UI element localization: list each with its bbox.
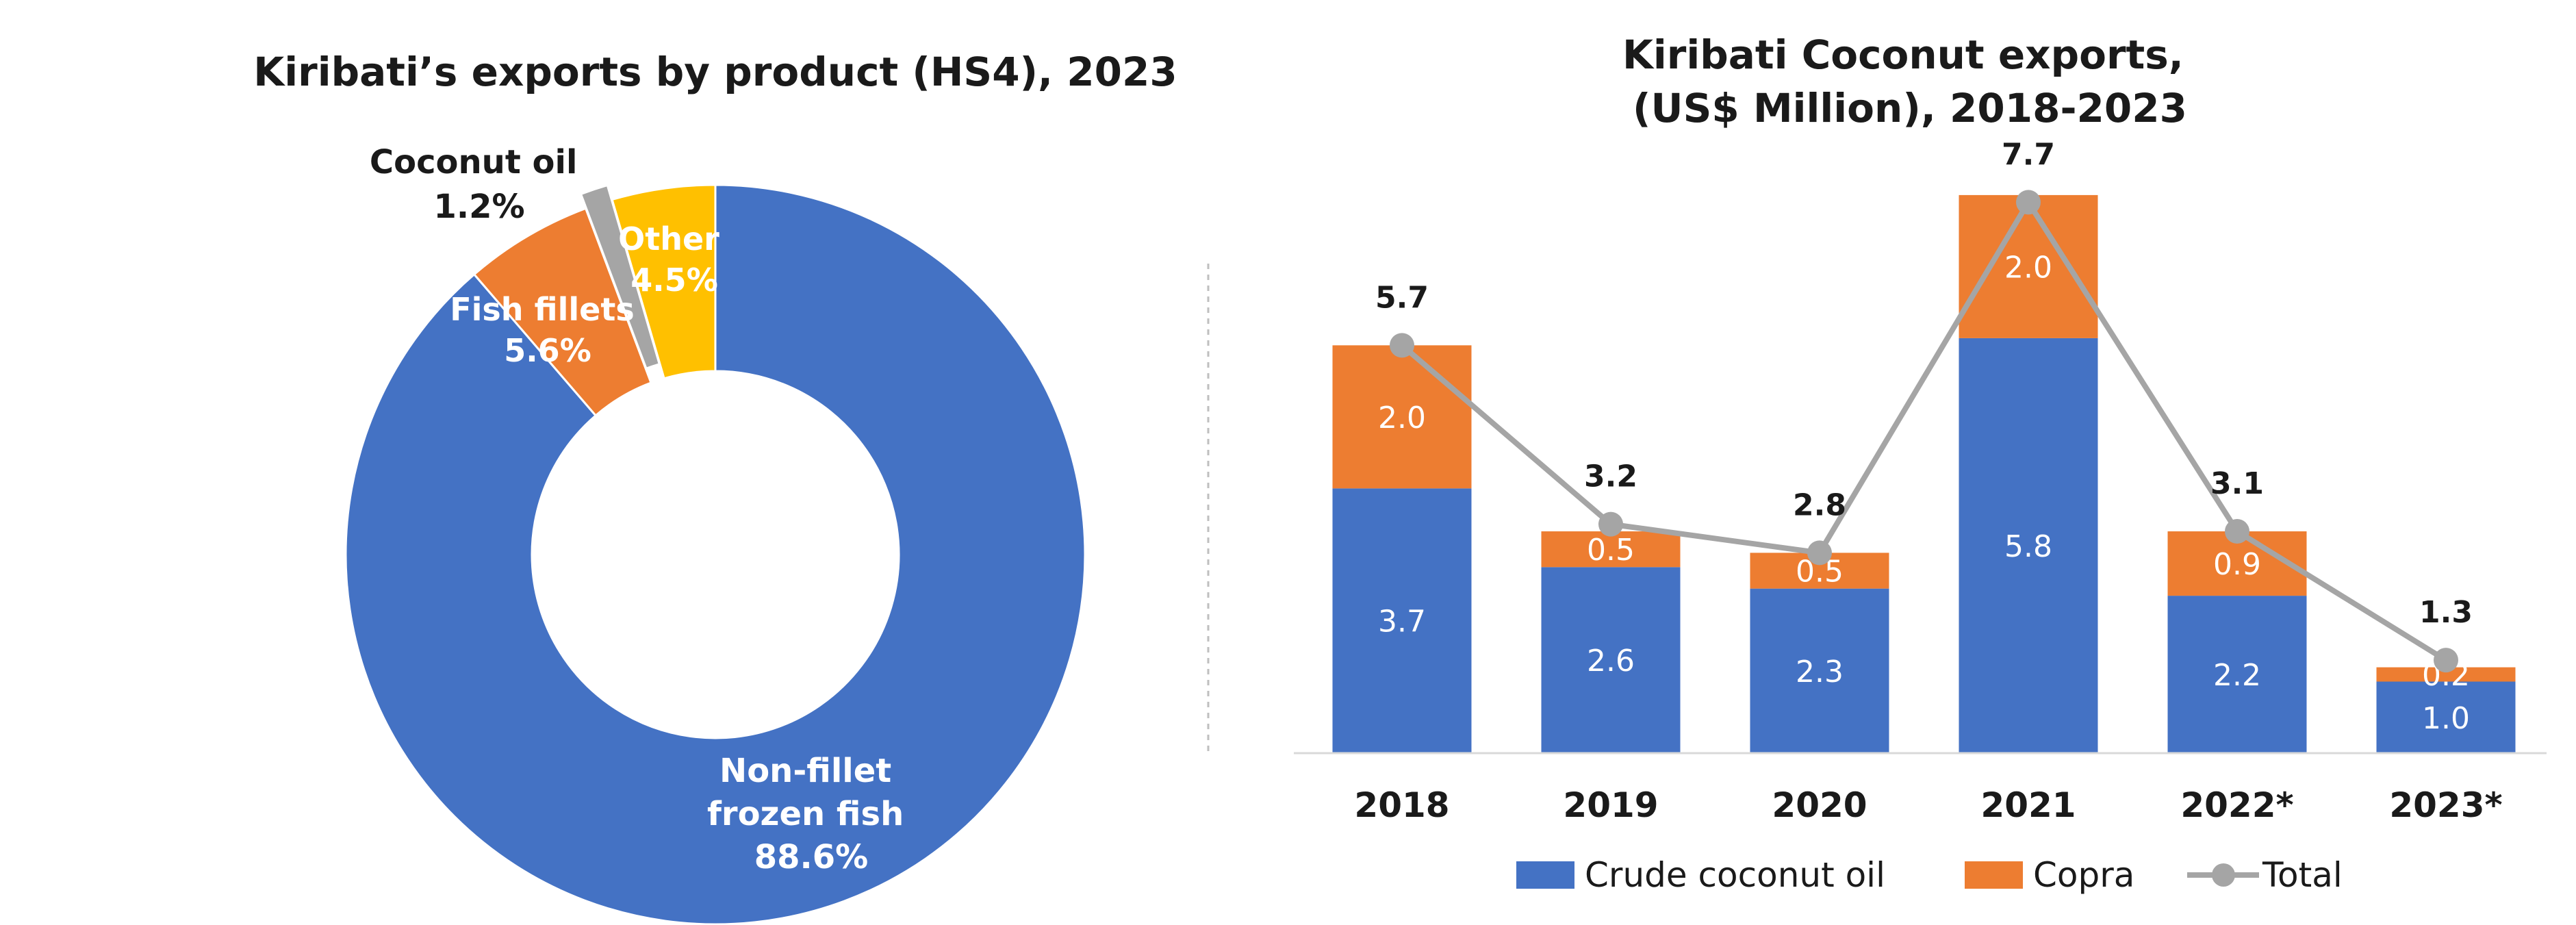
total-label-2018: 5.7 — [1375, 280, 1429, 315]
bar-copra-2023 — [2376, 667, 2516, 682]
donut-slice-non-fillet-frozen-fish — [344, 183, 1086, 925]
bar-copra-2021 — [1959, 194, 2098, 338]
donut-slices — [344, 183, 1086, 925]
bar-crude-coconut-oil-2018 — [1332, 488, 1472, 753]
slice-label-non-fillet-line2: frozen fish — [707, 795, 904, 833]
bar-label-crude-coconut-oil-2018: 3.7 — [1378, 605, 1426, 639]
bar-label-copra-2022: 0.9 — [2213, 547, 2261, 582]
bar-copra-2018 — [1332, 345, 1472, 489]
bar-label-crude-coconut-oil-2022: 2.2 — [2213, 658, 2261, 693]
bar-copra-2019 — [1541, 531, 1681, 568]
bar-chart: Kiribati Coconut exports, (US$ Million),… — [1294, 31, 2547, 895]
bar-label-crude-coconut-oil-2020: 2.3 — [1796, 655, 1844, 689]
bar-title: Kiribati Coconut exports, (US$ Million),… — [1622, 31, 2197, 131]
total-label-2022: 3.1 — [2210, 466, 2264, 501]
legend-swatch-crude-coconut-oil — [1516, 861, 1574, 889]
slice-value-non-fillet: 88.6% — [754, 838, 869, 876]
legend-label-total: Total — [2262, 855, 2343, 895]
x-tick-2022: 2022* — [2180, 785, 2293, 825]
bar-crude-coconut-oil-2019 — [1541, 567, 1681, 753]
bar-crude-coconut-oil-2021 — [1959, 338, 2098, 753]
x-axis-ticks: 2018 2019 2020 2021 2022* 2023* — [1354, 785, 2502, 825]
total-label-2019: 3.2 — [1584, 459, 1637, 494]
bar-label-crude-coconut-oil-2019: 2.6 — [1587, 644, 1635, 679]
legend-label-crude-coconut-oil: Crude coconut oil — [1585, 855, 1885, 895]
total-marker-2023 — [2434, 648, 2458, 673]
total-label-2023: 1.3 — [2419, 595, 2473, 630]
x-tick-2019: 2019 — [1563, 785, 1658, 825]
slice-value-other: 4.5% — [630, 262, 718, 299]
bar-label-copra-2018: 2.0 — [1378, 401, 1426, 435]
bar-marks: 3.72.02.60.52.30.55.82.02.20.91.00.2 — [1332, 194, 2516, 753]
bar-title-line2: (US$ Million), 2018-2023 — [1633, 85, 2187, 131]
total-line-path — [1400, 199, 2448, 663]
bar-label-copra-2019: 0.5 — [1587, 533, 1635, 568]
slice-label-fish-fillets-name: Fish fillets — [450, 291, 635, 328]
slice-label-coconut-oil-name: Coconut oil — [370, 143, 578, 181]
total-marker-2021 — [2016, 190, 2041, 215]
donut-chart: Kiribati’s exports by product (HS4), 202… — [253, 49, 1177, 925]
bar-label-crude-coconut-oil-2023: 1.0 — [2422, 701, 2470, 736]
legend: Crude coconut oil Copra Total — [1516, 855, 2343, 895]
x-tick-2020: 2020 — [1772, 785, 1867, 825]
total-label-2021: 7.7 — [2002, 137, 2055, 172]
slice-label-non-fillet-line1: Non-fillet — [719, 752, 891, 790]
slice-value-coconut-oil: 1.2% — [433, 188, 524, 226]
x-tick-2021: 2021 — [1980, 785, 2076, 825]
legend-swatch-copra — [1965, 861, 2023, 889]
total-label-2020: 2.8 — [1793, 487, 1846, 522]
slice-label-fish-fillets: Fish fillets 5.6% — [450, 291, 646, 369]
bar-label-crude-coconut-oil-2021: 5.8 — [2004, 529, 2052, 564]
slice-label-other: Other 4.5% — [618, 220, 730, 299]
total-marker-2020 — [1807, 540, 1832, 566]
slice-label-other-name: Other — [618, 220, 719, 257]
bar-crude-coconut-oil-2023 — [2376, 681, 2516, 753]
bar-crude-coconut-oil-2022 — [2167, 596, 2307, 753]
slice-value-fish-fillets: 5.6% — [504, 332, 591, 369]
total-marker-2022 — [2225, 519, 2249, 544]
total-marker-2019 — [1598, 511, 1623, 537]
legend-label-copra: Copra — [2033, 855, 2134, 895]
x-tick-2018: 2018 — [1354, 785, 1449, 825]
legend-marker-total — [2212, 863, 2235, 887]
x-tick-2023: 2023* — [2389, 785, 2502, 825]
total-marker-2018 — [1390, 333, 1414, 358]
slice-label-non-fillet: Non-fillet frozen fish 88.6% — [707, 752, 915, 876]
coconut-oil-leader-line — [587, 201, 604, 230]
bar-label-copra-2021: 2.0 — [2004, 250, 2052, 285]
donut-title: Kiribati’s exports by product (HS4), 202… — [253, 49, 1177, 95]
bar-crude-coconut-oil-2020 — [1750, 588, 1889, 753]
slice-label-coconut-oil: Coconut oil 1.2% — [370, 143, 589, 226]
total-line: 5.7 3.2 2.8 7.7 3.1 1.3 — [1375, 137, 2473, 673]
bar-title-line1: Kiribati Coconut exports, — [1622, 31, 2184, 78]
donut-slice-other — [611, 183, 717, 380]
